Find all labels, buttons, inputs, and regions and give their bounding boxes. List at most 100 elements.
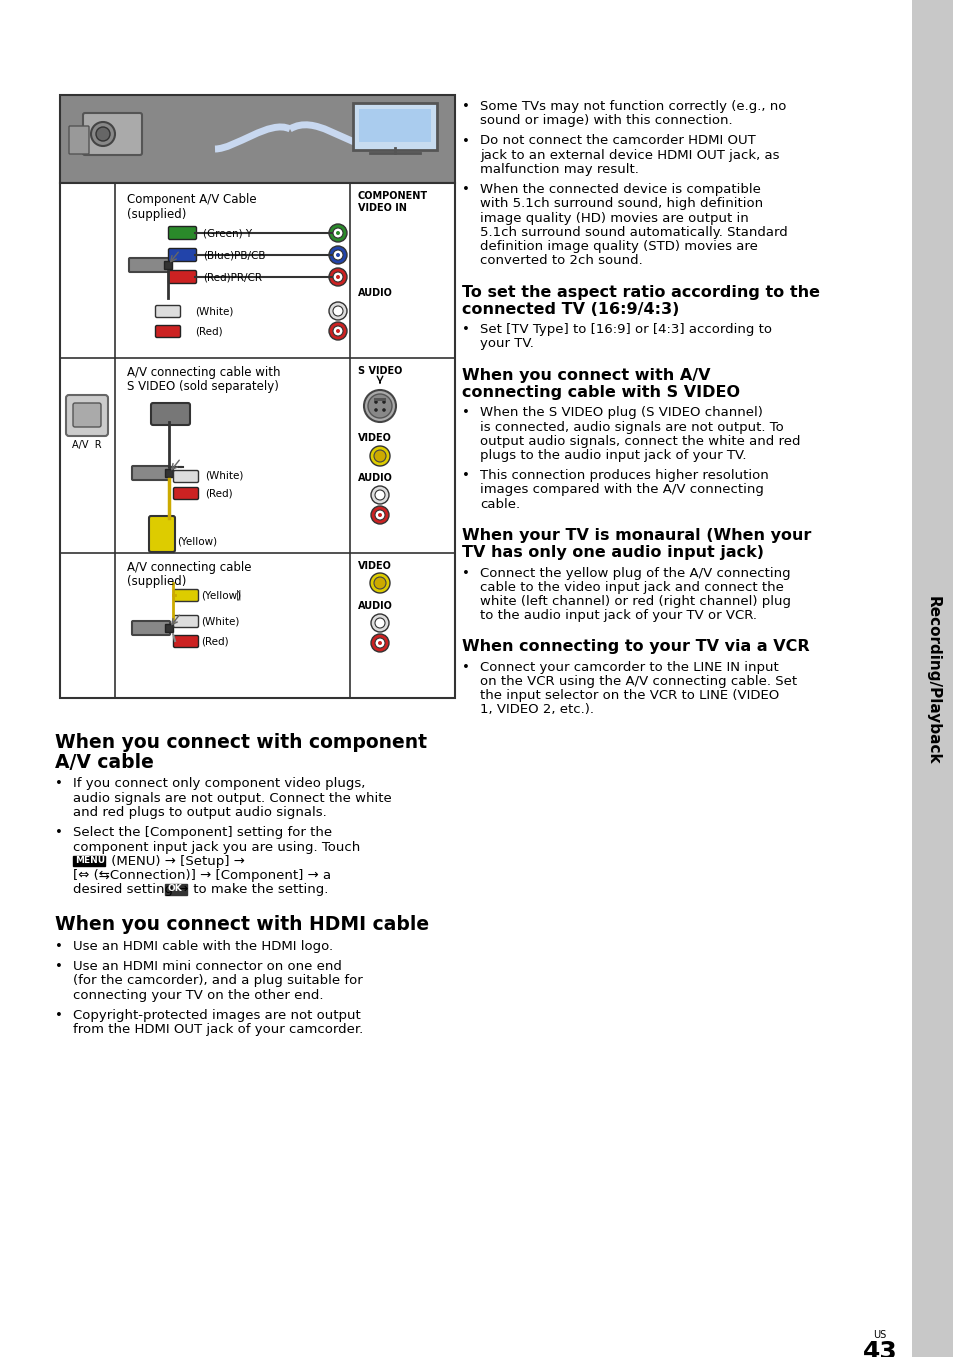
Text: •: • <box>461 100 470 113</box>
Circle shape <box>382 400 385 404</box>
FancyBboxPatch shape <box>173 635 198 647</box>
FancyBboxPatch shape <box>155 326 180 338</box>
Text: definition image quality (STD) movies are: definition image quality (STD) movies ar… <box>479 240 757 254</box>
Text: AUDIO: AUDIO <box>357 601 393 611</box>
Text: Recording/Playback: Recording/Playback <box>924 596 940 764</box>
Text: is connected, audio signals are not output. To: is connected, audio signals are not outp… <box>479 421 783 433</box>
Text: When you connect with component: When you connect with component <box>55 733 427 752</box>
Bar <box>911 0 953 1357</box>
Circle shape <box>333 250 343 261</box>
Circle shape <box>329 322 347 341</box>
FancyBboxPatch shape <box>132 465 170 480</box>
FancyBboxPatch shape <box>173 616 198 627</box>
Text: converted to 2ch sound.: converted to 2ch sound. <box>479 255 642 267</box>
Circle shape <box>335 231 339 235</box>
Text: A/V  R: A/V R <box>72 440 102 451</box>
Text: Use an HDMI cable with the HDMI logo.: Use an HDMI cable with the HDMI logo. <box>73 940 333 953</box>
Text: US: US <box>872 1330 885 1339</box>
Text: (for the camcorder), and a plug suitable for: (for the camcorder), and a plug suitable… <box>73 974 362 988</box>
Text: Connect the yellow plug of the A/V connecting: Connect the yellow plug of the A/V conne… <box>479 566 790 579</box>
Text: •: • <box>461 661 470 673</box>
Text: •: • <box>461 134 470 148</box>
Text: your TV.: your TV. <box>479 338 534 350</box>
FancyBboxPatch shape <box>165 885 187 894</box>
Text: (White): (White) <box>205 471 243 480</box>
Circle shape <box>91 122 115 147</box>
Circle shape <box>374 400 377 404</box>
Text: When you connect with HDMI cable: When you connect with HDMI cable <box>55 916 429 935</box>
FancyBboxPatch shape <box>173 589 198 601</box>
FancyBboxPatch shape <box>173 471 198 483</box>
Text: A/V connecting cable with: A/V connecting cable with <box>127 366 280 379</box>
Text: •: • <box>55 940 63 953</box>
Text: image quality (HD) movies are output in: image quality (HD) movies are output in <box>479 212 748 225</box>
Text: component input jack you are using. Touch: component input jack you are using. Touc… <box>73 840 360 854</box>
FancyBboxPatch shape <box>149 516 174 552</box>
Text: sound or image) with this connection.: sound or image) with this connection. <box>479 114 732 128</box>
Text: A/V connecting cable: A/V connecting cable <box>127 560 252 574</box>
Circle shape <box>364 389 395 422</box>
Circle shape <box>371 634 389 651</box>
Text: the input selector on the VCR to LINE (VIDEO: the input selector on the VCR to LINE (V… <box>479 689 779 703</box>
Text: connecting cable with S VIDEO: connecting cable with S VIDEO <box>461 385 740 400</box>
Text: connected TV (16:9/4:3): connected TV (16:9/4:3) <box>461 303 679 318</box>
FancyBboxPatch shape <box>132 622 170 635</box>
Bar <box>374 398 386 402</box>
Text: When you connect with A/V: When you connect with A/V <box>461 368 710 383</box>
Bar <box>165 470 172 478</box>
FancyBboxPatch shape <box>353 103 436 151</box>
Circle shape <box>375 617 385 628</box>
Circle shape <box>333 305 343 316</box>
Text: ||: || <box>235 590 242 600</box>
Text: (Red): (Red) <box>205 489 233 498</box>
Text: This connection produces higher resolution: This connection produces higher resoluti… <box>479 470 768 482</box>
FancyBboxPatch shape <box>151 403 190 425</box>
Circle shape <box>382 408 385 411</box>
FancyBboxPatch shape <box>169 270 196 284</box>
Text: A/V cable: A/V cable <box>55 753 153 772</box>
Text: malfunction may result.: malfunction may result. <box>479 163 639 176</box>
FancyBboxPatch shape <box>73 856 105 866</box>
FancyBboxPatch shape <box>83 113 142 155</box>
Circle shape <box>96 128 110 141</box>
Text: (supplied): (supplied) <box>127 575 186 588</box>
Bar <box>165 624 172 632</box>
Text: (MENU) → [Setup] →: (MENU) → [Setup] → <box>107 855 245 867</box>
Text: COMPONENT: COMPONENT <box>357 191 428 201</box>
Circle shape <box>370 446 390 465</box>
Circle shape <box>371 486 389 503</box>
FancyBboxPatch shape <box>73 403 101 427</box>
Bar <box>164 261 172 269</box>
Circle shape <box>375 490 385 499</box>
Circle shape <box>377 513 381 517</box>
Text: (Yellow): (Yellow) <box>201 590 241 600</box>
Text: When your TV is monaural (When your: When your TV is monaural (When your <box>461 528 810 543</box>
Circle shape <box>329 267 347 286</box>
Text: S VIDEO: S VIDEO <box>357 366 402 376</box>
Text: cable to the video input jack and connect the: cable to the video input jack and connec… <box>479 581 783 594</box>
Text: VIDEO IN: VIDEO IN <box>357 204 406 213</box>
FancyBboxPatch shape <box>69 126 89 153</box>
Text: from the HDMI OUT jack of your camcorder.: from the HDMI OUT jack of your camcorder… <box>73 1023 363 1035</box>
Circle shape <box>333 271 343 282</box>
Text: (Red): (Red) <box>201 636 229 646</box>
Text: Set [TV Type] to [16:9] or [4:3] according to: Set [TV Type] to [16:9] or [4:3] accordi… <box>479 323 771 337</box>
Text: images compared with the A/V connecting: images compared with the A/V connecting <box>479 483 763 497</box>
Text: and red plugs to output audio signals.: and red plugs to output audio signals. <box>73 806 327 820</box>
Circle shape <box>375 638 385 649</box>
Circle shape <box>371 613 389 632</box>
Text: Some TVs may not function correctly (e.g., no: Some TVs may not function correctly (e.g… <box>479 100 785 113</box>
Text: plugs to the audio input jack of your TV.: plugs to the audio input jack of your TV… <box>479 449 745 461</box>
Text: TV has only one audio input jack): TV has only one audio input jack) <box>461 546 763 560</box>
Text: When the connected device is compatible: When the connected device is compatible <box>479 183 760 197</box>
Text: (Green) Y: (Green) Y <box>203 228 252 237</box>
Text: cable.: cable. <box>479 498 519 510</box>
Text: If you connect only component video plugs,: If you connect only component video plug… <box>73 778 365 791</box>
Text: on the VCR using the A/V connecting cable. Set: on the VCR using the A/V connecting cabl… <box>479 674 797 688</box>
Text: Copyright-protected images are not output: Copyright-protected images are not outpu… <box>73 1008 360 1022</box>
Text: 1, VIDEO 2, etc.).: 1, VIDEO 2, etc.). <box>479 703 594 716</box>
FancyBboxPatch shape <box>155 305 180 318</box>
Circle shape <box>374 451 386 461</box>
Text: white (left channel) or red (right channel) plug: white (left channel) or red (right chann… <box>479 594 790 608</box>
Text: •: • <box>461 566 470 579</box>
